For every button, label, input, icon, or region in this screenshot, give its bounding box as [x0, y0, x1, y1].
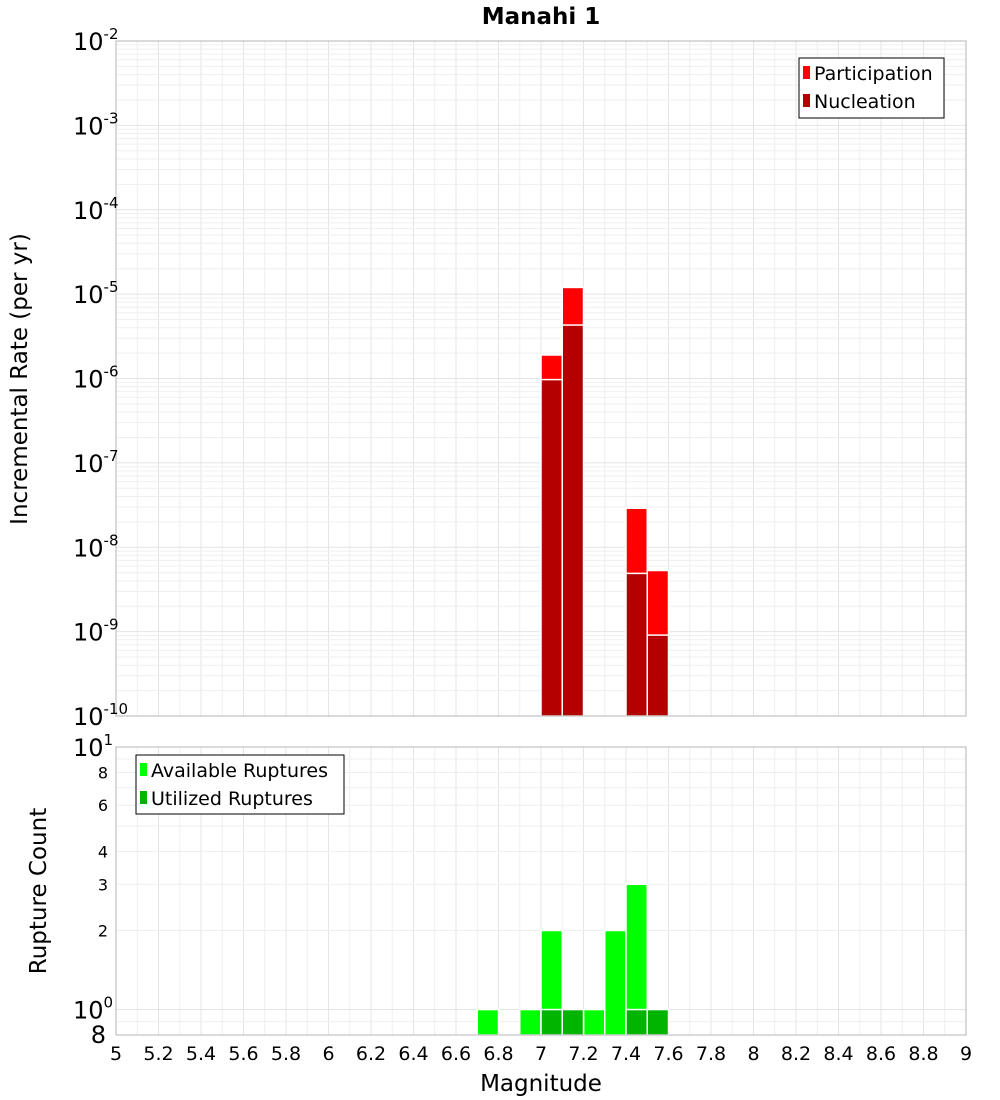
x-tick-label: 5.6 — [228, 1043, 258, 1065]
x-tick-label: 6 — [322, 1043, 334, 1065]
top-y-axis-label: Incremental Rate (per yr) — [7, 233, 33, 525]
bottom-y-tick-label: 6 — [98, 796, 108, 815]
x-tick-label: 6.4 — [398, 1043, 428, 1065]
x-tick-label: 7 — [535, 1043, 547, 1065]
x-tick-labels: 5 5.2 5.4 5.6 5.8 6 6.2 6.4 6.6 6.8 7 7.2 7.4 7.6 7.8 8… — [110, 1043, 972, 1065]
top-y-tick-label: 10-4 — [73, 194, 119, 225]
x-tick-label: 7.6 — [653, 1043, 683, 1065]
top-panel: 10-10 10-9 10-8 10-7 10-6 10-5 10-4 10-3 10-2 In… — [7, 25, 967, 731]
x-tick-label: 5.8 — [271, 1043, 301, 1065]
top-legend: Participation Nucleation — [798, 57, 945, 119]
x-tick-label: 5.4 — [186, 1043, 216, 1065]
top-y-tick-label: 10-8 — [73, 531, 119, 562]
x-tick-label: 7.8 — [696, 1043, 726, 1065]
bottom-bar-available-ruptures — [519, 1008, 542, 1036]
chart-title: Manahi 1 — [482, 4, 601, 30]
bottom-y-tick-label: 100 — [73, 994, 113, 1025]
x-tick-label: 8.6 — [866, 1043, 896, 1065]
bottom-bar-available-ruptures — [476, 1008, 500, 1036]
legend-swatch-utilized-ruptures — [140, 791, 147, 804]
legend-label-nucleation: Nucleation — [814, 91, 916, 113]
x-tick-label: 7.2 — [568, 1043, 598, 1065]
bottom-bar-available-ruptures — [582, 1008, 606, 1036]
x-tick-label: 8 — [747, 1043, 759, 1065]
top-bar-nucleation — [561, 324, 585, 717]
top-y-tick-label: 10-9 — [73, 616, 119, 647]
top-y-tick-label: 10-7 — [73, 447, 119, 478]
bottom-bar-utilized-ruptures — [540, 1008, 563, 1036]
bottom-y-tick-label: 8 — [98, 763, 108, 782]
bottom-y-axis-label: Rupture Count — [26, 808, 52, 974]
bottom-bar-utilized-ruptures — [625, 1008, 648, 1036]
bottom-y-tick-label: 3 — [98, 875, 108, 894]
bottom-bar-utilized-ruptures — [561, 1008, 585, 1036]
x-tick-label: 5.2 — [143, 1043, 173, 1065]
bottom-y-tick-label: 4 — [98, 842, 108, 861]
bottom-plot-border — [115, 746, 967, 1036]
legend-swatch-available-ruptures — [140, 763, 147, 776]
top-y-tick-labels: 10-10 10-9 10-8 10-7 10-6 10-5 10-4 10-3 10-2 — [73, 25, 128, 731]
x-tick-label: 8.4 — [823, 1043, 853, 1065]
x-tick-label: 8.8 — [908, 1043, 938, 1065]
legend-swatch-participation — [803, 66, 810, 79]
top-bar-nucleation — [540, 378, 563, 717]
top-legend-box — [798, 57, 945, 119]
bottom-bar-utilized-ruptures — [646, 1008, 670, 1036]
top-bar-nucleation — [646, 634, 670, 717]
bottom-legend: Available Ruptures Utilized Ruptures — [135, 754, 345, 815]
bottom-bars — [476, 883, 670, 1036]
legend-swatch-nucleation — [803, 94, 810, 107]
bottom-legend-box — [135, 754, 345, 815]
x-tick-label: 6.6 — [441, 1043, 471, 1065]
legend-label-utilized-ruptures: Utilized Ruptures — [151, 788, 313, 810]
x-tick-label: 8.2 — [781, 1043, 811, 1065]
legend-label-participation: Participation — [814, 63, 933, 85]
bottom-bar-available-ruptures — [604, 929, 627, 1036]
bottom-y-tick-label: 101 — [73, 731, 113, 762]
x-tick-label: 6.2 — [356, 1043, 386, 1065]
top-y-tick-label: 10-10 — [73, 700, 128, 731]
top-y-tick-label: 10-5 — [73, 278, 119, 309]
bottom-y-tick-label: 2 — [98, 922, 108, 941]
top-bar-nucleation — [625, 572, 648, 717]
x-tick-label: 6.8 — [483, 1043, 513, 1065]
legend-label-available-ruptures: Available Ruptures — [151, 760, 328, 782]
top-y-tick-label: 10-2 — [73, 25, 119, 56]
x-tick-label: 9 — [960, 1043, 972, 1065]
x-tick-label: 7.4 — [611, 1043, 641, 1065]
x-tick-label: 5 — [110, 1043, 122, 1065]
bottom-y-tick-label: 8 — [91, 1021, 106, 1049]
x-axis-label: Magnitude — [480, 1071, 602, 1097]
top-plot-border — [115, 40, 967, 717]
top-y-tick-label: 10-3 — [73, 109, 119, 140]
top-grid — [115, 41, 967, 717]
top-y-tick-label: 10-6 — [73, 363, 119, 394]
